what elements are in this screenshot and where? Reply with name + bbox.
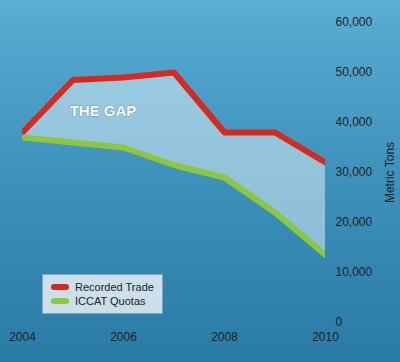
svg-text:2004: 2004 [9,330,36,344]
svg-text:40,000: 40,000 [336,115,373,129]
svg-text:20,000: 20,000 [336,215,373,229]
svg-text:10,000: 10,000 [336,265,373,279]
svg-text:50,000: 50,000 [336,65,373,79]
svg-text:30,000: 30,000 [336,165,373,179]
svg-text:0: 0 [336,315,343,329]
svg-text:THE GAP: THE GAP [70,102,137,119]
html-text:ICCAT Quotas: ICCAT Quotas [75,295,146,307]
svg-text:60,000: 60,000 [336,15,373,29]
html-text:Recorded Trade: Recorded Trade [75,281,154,293]
svg-text:2010: 2010 [312,330,339,344]
svg-text:2008: 2008 [211,330,238,344]
svg-text:Metric Tons: Metric Tons [383,142,397,203]
svg-text:2006: 2006 [110,330,137,344]
